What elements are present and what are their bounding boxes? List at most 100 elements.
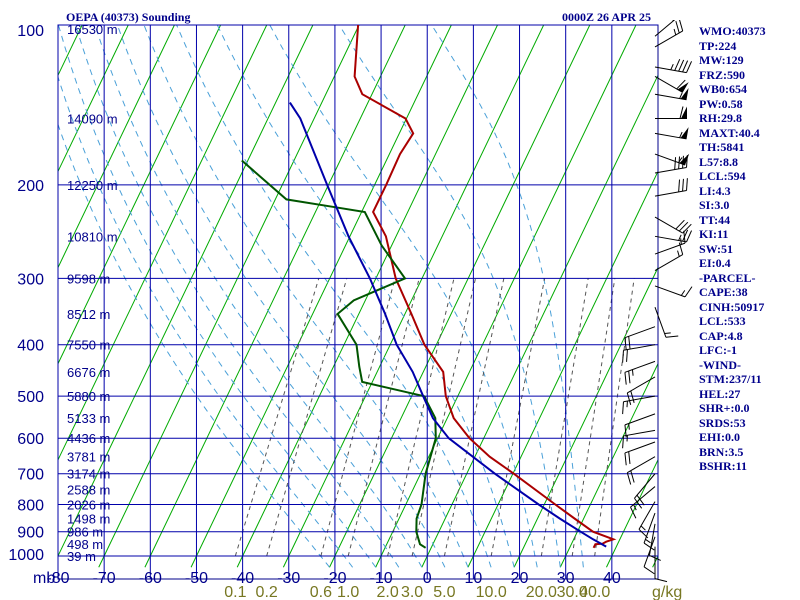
sounding-index: BSHR:11 [699,459,748,473]
temperature-tick-label: 20 [511,570,529,587]
wind-barb-staff [627,376,656,394]
wind-barb-half-flag [645,538,651,544]
height-label: 5880 m [67,389,110,404]
wind-barb-staff [643,512,656,544]
wind-barb [654,20,684,48]
pressure-tick-label: 600 [17,431,44,448]
wind-barb-flag [686,230,693,243]
sounding-index: SHR+:0.0 [699,401,750,415]
wind-barb-staff [654,307,667,338]
wind-barb [654,285,693,298]
sounding-indices-panel: WMO:40373 TP:224 MW:129 FRZ:590 WB0:654 PW:0.… [699,24,766,474]
mixing-ratio-line [594,278,635,557]
wind-barb [654,230,686,255]
wind-barb-flag [674,59,681,71]
pressure-tick-label: 500 [17,389,44,406]
sounding-index: -WIND- [699,357,741,372]
wind-barb-flag [636,494,645,506]
wind-barb [654,87,689,101]
mixing-ratio-label: 0.1 [224,584,246,600]
height-label: 3781 m [67,450,110,465]
wind-barb-staff [654,132,687,140]
wind-barb-flag [675,20,680,34]
wind-barb-pennant [681,106,687,119]
wind-barb-flag [686,61,693,73]
wind-barb-flag [674,157,677,170]
wind-barb [654,229,693,243]
wind-barb-staff [654,285,686,298]
wind-barb [643,536,656,575]
chart-title: OEPA (40373) Sounding [66,10,191,24]
isotherm-line [467,170,658,568]
wind-barb [654,307,679,338]
temperature-tick-label: -40 [231,570,254,587]
wind-barb-half-flag [673,28,677,36]
isotherm-line [559,362,658,568]
pressure-tick-label: 700 [17,467,44,484]
pressure-tick-label: 800 [17,498,44,515]
pressure-temperature-grid [57,24,659,580]
wind-barb [654,127,689,140]
height-label: 9598 m [67,271,110,286]
wind-barb-flag [675,219,685,230]
wind-barb-staff [623,395,656,403]
wind-barb-staff [654,20,676,37]
mixing-ratio-label: 0.6 [310,584,332,600]
temperature-tick-label: -30 [277,570,300,587]
wind-barb-staff [624,360,656,373]
sounding-index: CINH:50917 [699,299,765,314]
wind-barb [624,360,656,385]
moist-adiabat-line [431,25,584,568]
mixing-ratio-label: 30.0 [557,584,588,600]
wind-barb-flag [628,336,631,349]
isotherm-line [513,266,658,568]
wind-barb-flag [678,242,684,255]
sounding-index: WB0:654 [699,82,747,96]
sounding-index: BRN:3.5 [699,444,744,459]
height-label: 14090 m [67,112,118,127]
mixing-ratio-label: 0.2 [256,584,278,600]
mixing-ratio-line [234,278,320,557]
wind-barb [654,59,693,74]
wind-barb-staff [623,344,656,351]
height-label: 8512 m [67,307,110,322]
temperature-tick-label: -20 [323,570,346,587]
wind-barb-staff [654,76,683,93]
sounding-traces [241,25,617,549]
pressure-unit-label: mb [33,570,55,587]
wind-barb-staff [654,235,687,243]
temperature-tick-label: -80 [46,570,69,587]
wind-barb [654,546,668,583]
wind-barb-flag [628,451,631,464]
wind-barb-half-flag [640,525,646,531]
wind-barb [624,413,656,438]
wind-barb-half-flag [664,332,671,335]
wind-barb-half-flag [679,131,683,138]
sounding-index: STM:237/11 [699,372,762,386]
wind-barb-flag [630,506,637,519]
temperature-tick-label: 0 [423,570,432,587]
wind-barb-staff [624,441,656,454]
mixing-ratio-unit-label: g/kg [652,584,682,600]
wind-barb-staff [654,254,683,271]
temperature-tick-label: 30 [557,570,575,587]
sounding-index: SW:51 [699,241,734,256]
wind-barb-flag [686,155,688,168]
isotherm-line [98,25,360,568]
wind-barb [643,512,656,551]
moist-adiabat-line [338,25,561,568]
temperature-tick-label: 10 [464,570,482,587]
isotherm-line [58,25,129,173]
wind-barb-flag [654,578,668,583]
isotherm-line [605,458,658,568]
wind-barb [654,76,689,93]
temperature-tick-label: -10 [370,570,393,587]
sounding-index: PW:0.58 [699,96,743,111]
height-label: 4436 m [67,431,110,446]
wind-barb-flag [626,392,632,405]
sounding-index: TT:44 [699,212,731,227]
height-label: 2026 m [67,498,110,513]
wind-barb-flag [679,20,684,32]
wind-barb-staff [627,456,656,474]
